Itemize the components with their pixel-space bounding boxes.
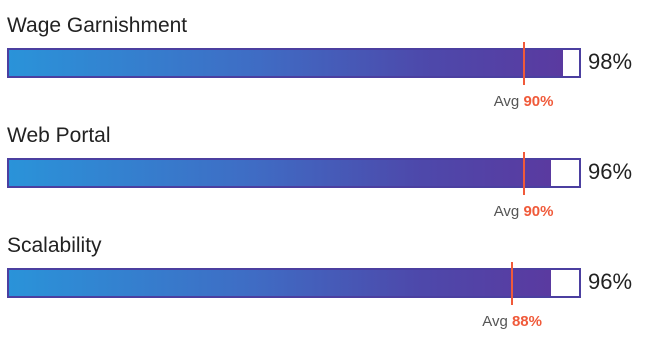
average-label: Avg 88% xyxy=(482,312,542,332)
metric-scalability: Scalability 96% Avg 88% xyxy=(0,232,645,342)
average-marker xyxy=(522,42,525,85)
bar-fill xyxy=(9,160,552,186)
metric-wage-garnishment: Wage Garnishment 98% Avg 90% xyxy=(0,12,645,122)
bar-track xyxy=(7,268,581,298)
average-value: 90% xyxy=(523,203,554,220)
average-value: 90% xyxy=(523,93,554,110)
bar-fill xyxy=(9,50,563,76)
percent-value: 96% xyxy=(588,159,633,184)
metric-label: Scalability xyxy=(7,234,102,257)
bar-track xyxy=(7,158,581,188)
average-word: Avg xyxy=(493,93,520,110)
metric-label: Wage Garnishment xyxy=(7,14,188,37)
percent-value: 98% xyxy=(588,49,633,74)
average-label: Avg 90% xyxy=(494,92,554,112)
bar-track xyxy=(7,48,581,78)
average-word: Avg xyxy=(493,203,520,220)
average-label: Avg 90% xyxy=(494,202,554,222)
average-value: 88% xyxy=(511,313,542,330)
average-word: Avg xyxy=(482,313,508,330)
metric-web-portal: Web Portal 96% Avg 90% xyxy=(0,122,645,232)
bar-fill xyxy=(9,270,552,296)
average-marker xyxy=(511,262,514,305)
average-marker xyxy=(522,152,525,195)
metric-label: Web Portal xyxy=(7,124,111,147)
percent-value: 96% xyxy=(588,269,633,294)
